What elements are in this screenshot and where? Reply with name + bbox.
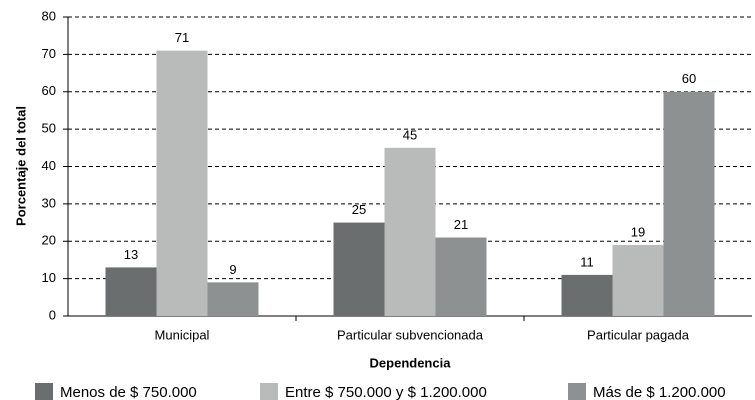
bar <box>384 147 436 316</box>
legend-swatch <box>35 383 53 400</box>
legend-swatch <box>568 383 586 400</box>
y-tick-label: 50 <box>42 121 56 136</box>
y-tick-label: 40 <box>42 158 56 173</box>
data-label: 71 <box>175 30 189 45</box>
x-tick-label: Particular subvencionada <box>337 327 484 342</box>
bar <box>333 222 385 316</box>
y-tick-label: 0 <box>49 307 56 322</box>
bar <box>561 274 613 316</box>
y-tick-label: 60 <box>42 83 56 98</box>
legend-label: Más de $ 1.200.000 <box>593 384 726 400</box>
x-tick-label: Particular pagada <box>587 327 690 342</box>
bar <box>663 91 715 316</box>
bar <box>435 237 487 316</box>
data-label: 25 <box>352 202 366 217</box>
bar <box>207 282 259 316</box>
y-tick-label: 70 <box>42 46 56 61</box>
data-label: 9 <box>229 262 236 277</box>
y-tick-label: 80 <box>42 8 56 23</box>
data-label: 13 <box>124 247 138 262</box>
legend-label: Menos de $ 750.000 <box>60 384 197 400</box>
bar <box>105 267 157 316</box>
y-tick-label: 30 <box>42 195 56 210</box>
x-tick-label: Municipal <box>155 327 210 342</box>
data-label: 21 <box>454 217 468 232</box>
y-axis-label: Porcentaje del total <box>13 106 28 226</box>
data-label: 60 <box>682 71 696 86</box>
bar <box>612 244 664 316</box>
y-tick-label: 20 <box>42 233 56 248</box>
x-axis-label: Dependencia <box>370 355 452 370</box>
data-label: 45 <box>403 127 417 142</box>
bar <box>156 50 208 316</box>
data-label: 19 <box>631 224 645 239</box>
legend-label: Entre $ 750.000 y $ 1.200.000 <box>285 384 487 400</box>
legend-swatch <box>260 383 278 400</box>
data-label: 11 <box>580 254 594 269</box>
y-tick-label: 10 <box>42 270 56 285</box>
